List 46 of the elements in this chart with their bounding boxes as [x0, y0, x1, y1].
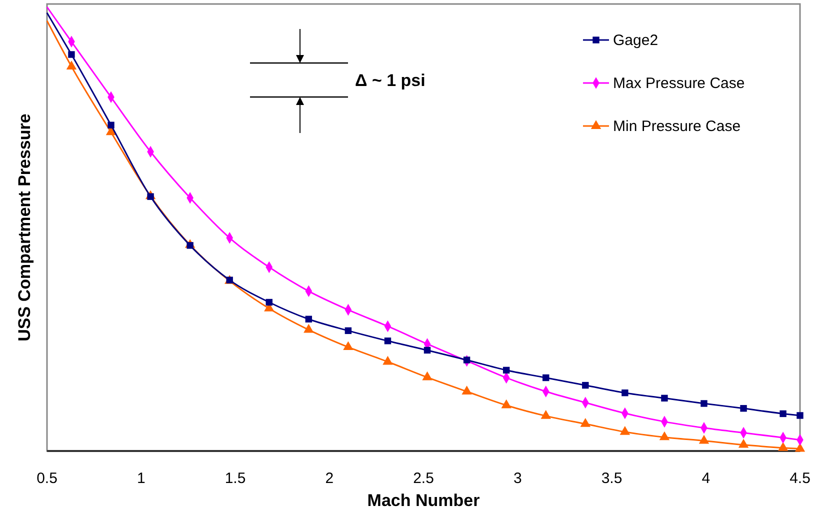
point	[424, 346, 431, 354]
x-tick-label: 1	[136, 470, 146, 487]
point	[698, 434, 710, 444]
x-tick-label: 2	[325, 470, 334, 487]
y-axis-title: USS Compartment Pressure	[15, 114, 34, 342]
point	[659, 431, 670, 440]
point	[266, 298, 272, 306]
point	[796, 412, 804, 419]
point	[622, 389, 628, 396]
point	[620, 426, 630, 435]
legend-label: Max Pressure Case	[613, 75, 745, 92]
point	[462, 386, 472, 394]
x-axis-title: Mach Number	[367, 491, 480, 510]
point	[700, 400, 708, 407]
point	[304, 324, 314, 333]
legend-label: Min Pressure Case	[613, 118, 741, 135]
legend-label: Gage2	[613, 32, 658, 49]
annotation: Δ ~ 1 psi	[355, 71, 426, 90]
point	[382, 356, 393, 365]
point	[540, 410, 551, 419]
point	[740, 405, 747, 412]
point	[580, 418, 590, 427]
point	[422, 371, 432, 380]
point	[344, 327, 352, 334]
x-tick-label: 3	[513, 470, 522, 487]
point	[582, 382, 589, 389]
point	[343, 341, 354, 350]
point	[780, 410, 786, 418]
x-tick-label: 4	[702, 470, 710, 487]
point	[661, 394, 668, 402]
point	[542, 374, 550, 382]
point	[108, 122, 114, 128]
point	[68, 51, 75, 58]
point	[305, 316, 312, 322]
x-tick-label: 4.5	[790, 470, 810, 487]
point	[778, 442, 788, 451]
point	[384, 338, 392, 344]
point	[463, 356, 470, 364]
point	[501, 399, 512, 408]
x-tick-label: 3.5	[601, 470, 622, 487]
point	[738, 438, 749, 448]
point	[66, 60, 77, 70]
x-tick-label: 0.5	[36, 470, 58, 487]
x-tick-label: 2.5	[413, 470, 434, 487]
x-tick-label: 1.5	[224, 470, 246, 487]
point	[502, 366, 510, 374]
